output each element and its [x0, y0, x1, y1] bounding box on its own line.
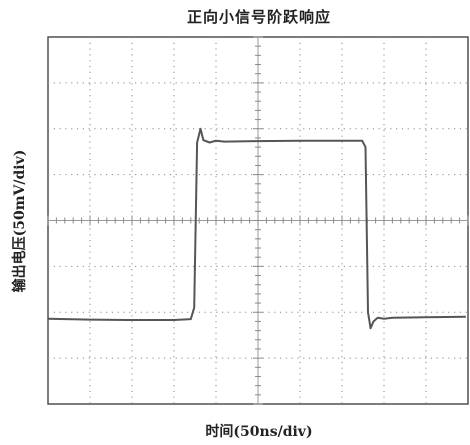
series-0-line: [47, 127, 466, 330]
y-axis-label: 输出电压(50mV/div): [12, 149, 28, 292]
chart-title: 正向小信号阶跃响应: [186, 8, 331, 26]
x-axis-label: 时间(50ns/div): [205, 424, 313, 440]
y-axis-label-container: 输出电压(50mV/div): [4, 37, 34, 404]
graticule: [47, 36, 469, 405]
